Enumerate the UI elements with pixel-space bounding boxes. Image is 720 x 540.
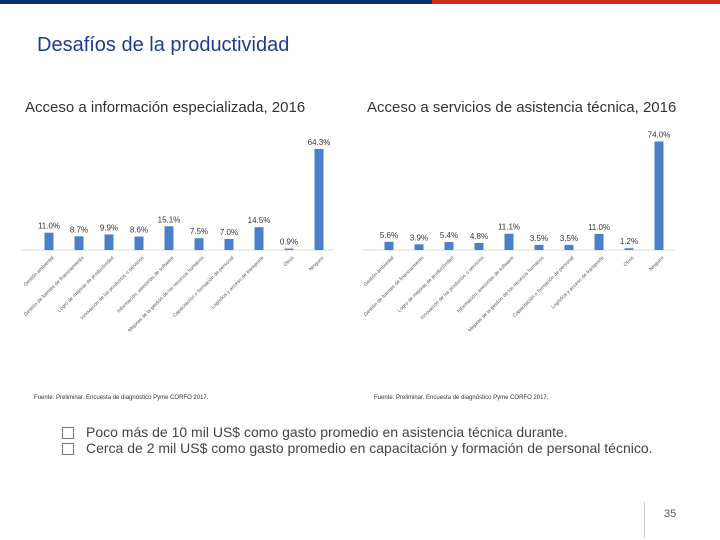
- bullet-list: Poco más de 10 mil US$ como gasto promed…: [62, 424, 662, 456]
- category-label: Otros: [623, 255, 636, 268]
- bar-4: [134, 236, 144, 250]
- data-label: 8.6%: [130, 225, 148, 234]
- chart-title-left: Acceso a información especializada, 2016: [25, 99, 306, 116]
- data-label: 3.5%: [560, 234, 578, 243]
- data-label: 0.9%: [280, 238, 298, 247]
- data-label: 11.0%: [588, 223, 610, 232]
- category-label: Logística y acceso de transporte: [210, 255, 265, 310]
- data-label: 4.8%: [470, 232, 488, 241]
- category-label: Innovación de los productos o servicios: [419, 255, 485, 321]
- category-label: Información, asesorías de software: [456, 255, 515, 314]
- category-label: Gestión ambiental: [363, 255, 396, 288]
- bar-2: [414, 244, 424, 250]
- data-label: 3.9%: [410, 233, 428, 242]
- bar-6: [534, 244, 544, 250]
- bar-3: [104, 234, 114, 250]
- category-label: Capacitación o formación de personal: [172, 255, 236, 319]
- data-label: 7.5%: [190, 227, 208, 236]
- page-number: 35: [664, 508, 677, 520]
- bar-4: [474, 242, 484, 250]
- category-label: Ninguno: [308, 255, 326, 273]
- bar-8: [254, 227, 264, 250]
- bar-10: [654, 141, 664, 250]
- bullet-item: Cerca de 2 mil US$ como gasto promedio e…: [62, 440, 662, 456]
- top-color-bar: [0, 0, 720, 8]
- data-label: 5.4%: [440, 231, 458, 240]
- bar-5: [164, 226, 174, 250]
- bar-2: [74, 236, 84, 250]
- bar-3: [444, 242, 454, 250]
- bullet-item: Poco más de 10 mil US$ como gasto promed…: [62, 424, 662, 440]
- data-label: 74.0%: [648, 130, 671, 139]
- data-label: 11.1%: [498, 223, 520, 232]
- category-label: Logro de mejoras de productividad: [57, 255, 116, 314]
- data-label: 5.6%: [380, 231, 398, 240]
- bullet-box-icon: [62, 443, 74, 455]
- bar-9: [624, 248, 634, 250]
- chart-source-right: Fuente: Preliminar. Encuesta de diagnóst…: [374, 395, 549, 401]
- data-label: 3.5%: [530, 234, 548, 243]
- category-label: Innovación de los productos o servicios: [79, 255, 145, 321]
- bar-chart-information: 11.0% Gestión ambiental 8.7% Gestión de fue…: [22, 138, 334, 334]
- page-divider: [644, 502, 645, 538]
- category-label: Gestión de fuentes de financiamiento: [23, 255, 86, 318]
- bar-1: [384, 241, 394, 250]
- data-label: 11.0%: [38, 222, 60, 231]
- bullet-box-icon: [62, 427, 74, 439]
- top-bar-navy-segment: [0, 0, 432, 4]
- bullet-text: Poco más de 10 mil US$ como gasto promed…: [86, 424, 568, 440]
- top-bar-red-segment: [432, 0, 720, 4]
- category-label: Ninguno: [648, 255, 666, 273]
- bar-9: [284, 248, 294, 250]
- category-label: Información, asesorías de software: [116, 255, 175, 314]
- chart-title-right: Acceso a servicios de asistencia técnica…: [367, 99, 677, 116]
- bar-1: [44, 232, 54, 250]
- data-label: 1.2%: [620, 237, 638, 246]
- bullet-text: Cerca de 2 mil US$ como gasto promedio e…: [86, 440, 653, 456]
- data-label: 8.7%: [70, 225, 88, 234]
- bar-5: [504, 233, 514, 250]
- bar-chart-technical-assistance: 5.6% Gestión ambiental 3.9% Gestión de fuen…: [362, 130, 674, 334]
- bar-10: [314, 148, 324, 250]
- bar-6: [194, 238, 204, 250]
- category-label: Capacitación o formación de personal: [512, 255, 576, 319]
- data-label: 14.5%: [248, 216, 271, 225]
- bar-7: [224, 239, 234, 250]
- category-label: Logística y acceso de transporte: [550, 255, 605, 310]
- data-label: 15.1%: [158, 215, 181, 224]
- page-title: Desafíos de la productividad: [37, 34, 290, 56]
- data-label: 7.0%: [220, 228, 238, 237]
- bar-7: [564, 244, 574, 250]
- chart-source-left: Fuente: Preliminar. Encuesta de diagnóst…: [34, 395, 209, 401]
- data-label: 9.9%: [100, 223, 118, 232]
- category-label: Otros: [283, 255, 296, 268]
- category-label: Gestión de fuentes de financiamiento: [363, 255, 426, 318]
- category-label: Logro de mejoras de productividad: [397, 255, 456, 314]
- data-label: 64.3%: [308, 138, 331, 147]
- bar-8: [594, 233, 604, 250]
- category-label: Gestión ambiental: [23, 255, 56, 288]
